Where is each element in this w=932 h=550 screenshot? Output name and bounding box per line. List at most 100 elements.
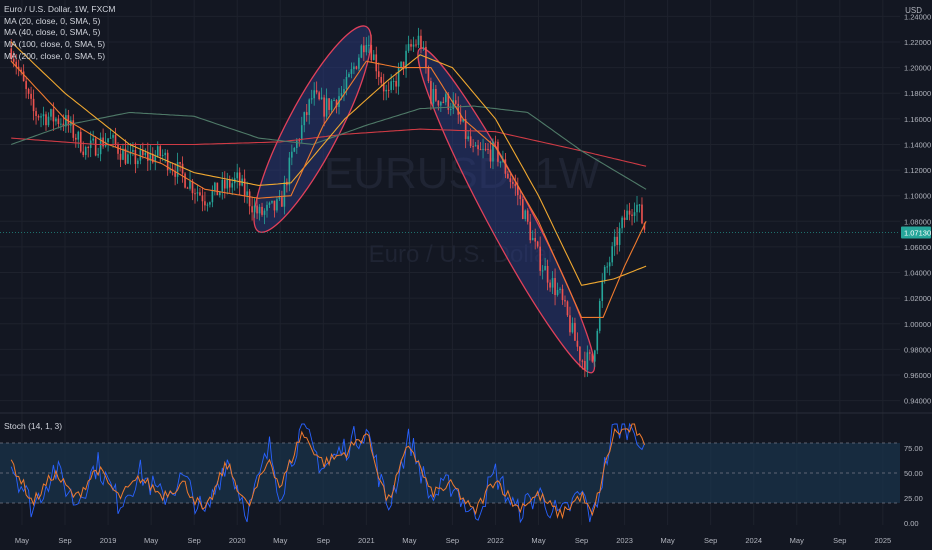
candle-body [387, 89, 390, 91]
candle-body [539, 246, 541, 271]
candle-body [248, 191, 251, 207]
candle-body [596, 330, 599, 351]
candle-body [55, 118, 57, 122]
candle-body [99, 137, 102, 155]
candle-body [509, 178, 512, 182]
price-tick-label: 1.22000 [904, 38, 931, 47]
candle-body [119, 153, 122, 160]
candle-body [477, 145, 479, 150]
candle-body [556, 290, 559, 296]
candle-body [112, 134, 114, 138]
candle-body [422, 46, 425, 48]
candle-body [35, 111, 37, 116]
candle-body [60, 123, 62, 125]
candle-body [276, 199, 278, 211]
candle-body [613, 236, 616, 247]
stoch-tick-label: 25.00 [904, 494, 923, 503]
candle-body [489, 149, 492, 162]
candle-body [144, 152, 147, 156]
candle-body [402, 61, 405, 70]
candle-body [526, 210, 529, 222]
candle-body [385, 89, 388, 92]
price-tick-label: 1.14000 [904, 140, 931, 149]
candle-body [87, 147, 90, 149]
candle-body [350, 69, 353, 74]
candle-body [12, 58, 15, 62]
candle-body [340, 93, 343, 97]
candle-body [534, 237, 537, 242]
time-tick-label: Sep [704, 536, 717, 545]
candle-body [452, 100, 455, 110]
candle-body [343, 89, 345, 94]
candle-body [484, 148, 487, 150]
candle-body [261, 206, 263, 215]
candle-body [519, 195, 522, 200]
candle-body [211, 191, 214, 203]
candle-body [65, 115, 67, 127]
candle-body [363, 45, 365, 53]
candle-body [94, 138, 97, 156]
ma20-line [10, 60, 647, 318]
candle-body [440, 101, 442, 106]
stoch-legend: Stoch (14, 1, 3) [4, 421, 63, 431]
candle-body [529, 221, 532, 241]
candle-body [365, 44, 368, 53]
candle-body [174, 171, 176, 177]
candle-body [628, 210, 631, 215]
candle-body [57, 118, 60, 125]
candle-body [146, 152, 149, 161]
candle-body [390, 81, 392, 90]
candle-body [129, 151, 132, 155]
candle-body [626, 210, 628, 220]
candle-body [410, 44, 412, 47]
candle-body [62, 123, 65, 127]
candle-body [330, 100, 333, 110]
candle-body [84, 147, 87, 155]
candle-body [50, 109, 52, 117]
candle-body [564, 300, 566, 302]
candle-body [472, 146, 474, 148]
candle-body [467, 136, 469, 139]
candle-body [169, 169, 171, 171]
candle-body [82, 151, 85, 155]
candle-body [293, 147, 296, 152]
stoch-tick-label: 0.00 [904, 519, 919, 528]
candle-body [420, 35, 422, 48]
candle-body [251, 206, 253, 213]
candle-body [315, 90, 318, 93]
candle-body [469, 136, 472, 147]
last-price-tag [901, 226, 931, 239]
candle-body [97, 154, 99, 156]
candle-body [191, 181, 194, 194]
candle-body [531, 237, 534, 241]
candle-body [186, 187, 189, 189]
candle-body [504, 159, 507, 174]
candle-body [335, 100, 338, 107]
ma40-line [10, 41, 647, 286]
candle-body [323, 97, 325, 117]
time-tick-label: May [531, 536, 545, 545]
candle-body [492, 141, 494, 162]
candle-body [109, 137, 112, 139]
candle-body [584, 361, 586, 370]
candle-body [566, 301, 569, 316]
candle-body [318, 92, 320, 100]
candle-body [603, 266, 606, 281]
candle-body [559, 288, 561, 291]
candle-body [442, 101, 445, 103]
candle-body [536, 241, 539, 247]
candle-body [226, 179, 229, 189]
candle-body [479, 149, 482, 151]
candle-body [462, 118, 464, 122]
candle-body [164, 152, 166, 156]
candle-body [616, 236, 618, 245]
candle-body [10, 48, 13, 59]
candle-body [308, 99, 311, 115]
candle-body [358, 57, 360, 69]
candle-body [156, 146, 159, 156]
candle-body [194, 193, 196, 195]
candle-body [273, 200, 276, 211]
candle-body [417, 35, 420, 45]
candle-body [283, 181, 286, 207]
